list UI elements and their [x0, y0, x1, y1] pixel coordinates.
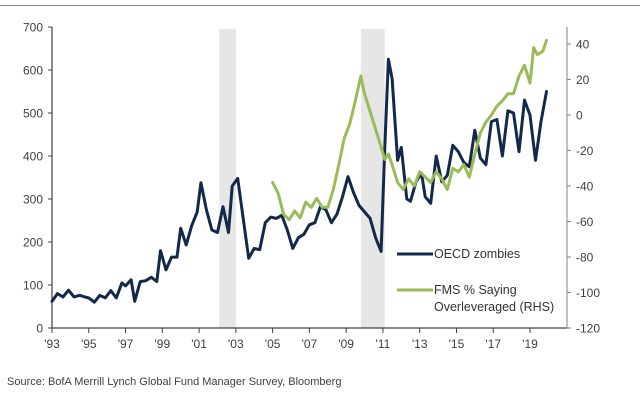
left-tick-label: 100: [23, 279, 43, 293]
top-border: [0, 5, 640, 6]
x-tick-label: '99: [154, 337, 170, 351]
shaded-period-1: [360, 29, 385, 328]
left-tick-label: 0: [36, 322, 43, 336]
right-tick-label: -100: [576, 286, 600, 300]
x-tick-label: '95: [81, 337, 97, 351]
right-tick-label: -40: [576, 180, 594, 194]
shaded-period-0: [219, 29, 236, 328]
x-tick-label: '15: [449, 337, 465, 351]
x-tick-label: '19: [522, 337, 538, 351]
x-tick-label: '09: [338, 337, 354, 351]
series-line-fms-overleveraged: [271, 38, 548, 222]
right-tick-label: -80: [576, 251, 594, 265]
legend-label-fms-line2: Overleveraged (RHS): [434, 300, 554, 314]
legend: OECD zombies FMS % Saying Overleveraged …: [397, 247, 554, 314]
x-tick-label: '17: [485, 337, 501, 351]
x-tick-label: '03: [228, 337, 244, 351]
right-tick-label: 20: [576, 73, 590, 87]
legend-label-fms-line1: FMS % Saying: [434, 283, 517, 297]
right-tick-label: 40: [576, 38, 590, 52]
source-note: Source: BofA Merrill Lynch Global Fund M…: [7, 376, 342, 388]
legend-label-oecd-zombies: OECD zombies: [434, 247, 520, 261]
left-tick-label: 700: [23, 21, 43, 35]
right-tick-label: -60: [576, 215, 594, 229]
left-tick-label: 400: [23, 150, 43, 164]
x-tick-label: '05: [265, 337, 281, 351]
shaded-periods: [219, 29, 385, 328]
x-tick-label: '01: [191, 337, 207, 351]
x-tick-label: '07: [302, 337, 318, 351]
x-tick-label: '93: [44, 337, 60, 351]
series-lines: [50, 38, 548, 304]
left-tick-label: 500: [23, 107, 43, 121]
axes: 0100200300400500600700'93'95'97'99'01'03…: [23, 21, 600, 352]
x-tick-label: '13: [412, 337, 428, 351]
x-tick-label: '11: [376, 337, 391, 351]
left-tick-label: 300: [23, 193, 43, 207]
series-line-oecd-zombies: [50, 57, 548, 304]
right-tick-label: -120: [576, 322, 600, 336]
right-tick-label: 0: [576, 109, 583, 123]
left-tick-label: 600: [23, 64, 43, 78]
right-tick-label: -20: [576, 144, 594, 158]
left-tick-label: 200: [23, 236, 43, 250]
x-tick-label: '97: [118, 337, 134, 351]
